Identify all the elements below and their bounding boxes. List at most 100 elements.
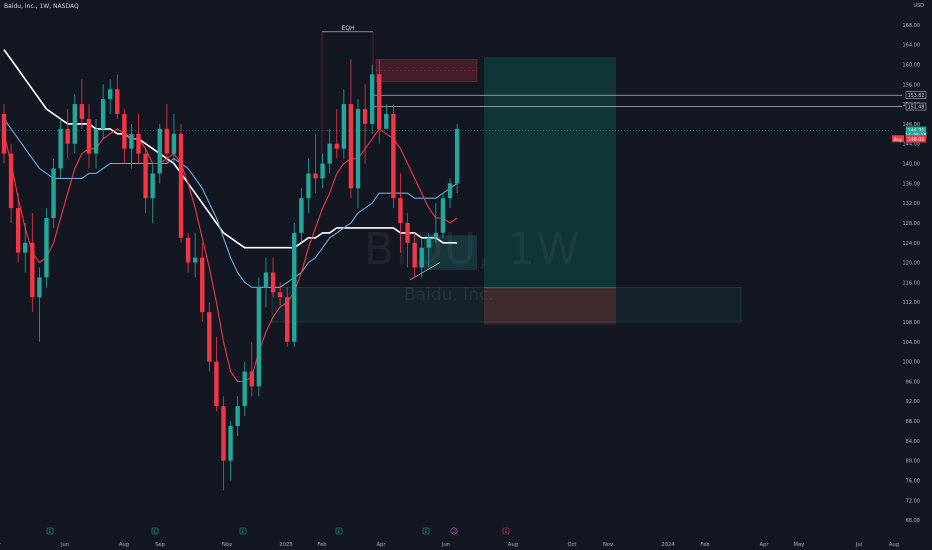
candle-body — [391, 114, 396, 199]
candle-body — [384, 114, 389, 129]
candle — [320, 153, 325, 189]
y-tick-label: 132.00 — [903, 201, 921, 207]
candle — [299, 188, 304, 243]
earnings-box — [335, 527, 343, 535]
x-tick-label: 2023 — [279, 542, 292, 548]
candle — [447, 178, 453, 209]
y-tick-label: 112.00 — [903, 300, 921, 306]
candle — [377, 59, 382, 144]
candle-body — [447, 183, 453, 199]
candle-body — [72, 104, 77, 144]
candle-body — [143, 153, 148, 199]
candle — [256, 277, 262, 397]
candle-body — [171, 133, 177, 154]
candle — [192, 232, 198, 278]
candle — [93, 118, 99, 169]
buy-marker-label: Buy — [894, 137, 903, 143]
candle — [23, 222, 28, 273]
x-tick-label: Nov — [603, 542, 613, 548]
x-tick-label: Sep — [155, 542, 165, 548]
candle — [100, 84, 106, 139]
candle-body — [398, 198, 403, 223]
candle — [228, 421, 233, 481]
candle — [185, 232, 191, 273]
symbol-title[interactable]: Baidu, Inc., 1W, NASDAQ — [4, 3, 79, 10]
candle-body — [136, 133, 141, 154]
candle-body — [200, 257, 205, 313]
y-tick-label: 116.00 — [903, 280, 921, 286]
candle-body — [15, 208, 21, 253]
y-tick-label: 140.00 — [903, 162, 921, 168]
event-glyph: E — [242, 529, 245, 534]
candle-body — [207, 312, 212, 362]
event-glyph: E — [338, 529, 341, 534]
earnings-box — [46, 527, 54, 535]
y-tick-label: 72.00 — [906, 498, 920, 504]
candle — [242, 361, 247, 417]
price-tag-bg — [905, 135, 927, 143]
candle-body — [426, 237, 431, 248]
candle — [454, 123, 460, 194]
candle-body — [185, 237, 191, 263]
candle — [362, 84, 368, 164]
candle-body — [214, 361, 219, 407]
x-tick-label: Jun — [60, 542, 69, 548]
x-tick-label: Nov — [222, 542, 232, 548]
candle-body — [228, 426, 233, 461]
candle-body — [221, 406, 226, 461]
y-tick-label: 120.00 — [903, 261, 921, 267]
candle — [51, 158, 56, 228]
company-watermark: Baidu, Inc. — [404, 285, 494, 305]
candle-body — [299, 198, 304, 233]
y-tick-label: 84.00 — [906, 439, 920, 445]
x-tick-label: Jun — [441, 542, 450, 548]
candle — [334, 109, 339, 159]
candle-body — [306, 173, 311, 199]
candle — [8, 143, 14, 223]
earnings-event-icon: D — [450, 527, 458, 535]
y-tick-label: 128.00 — [903, 221, 921, 227]
candle-body — [263, 272, 269, 288]
x-tick-label: Oct — [568, 542, 577, 548]
y-tick-label: 160.00 — [903, 62, 921, 68]
ma-mid-line — [3, 118, 458, 288]
y-tick-label: 100.00 — [903, 360, 921, 366]
candle-body — [122, 114, 127, 149]
candle — [86, 104, 92, 169]
candle-body — [362, 109, 368, 124]
eqh-label: EQH — [341, 25, 354, 32]
x-tick-label: Mar — [0, 542, 2, 548]
event-glyph: D — [452, 529, 455, 534]
candle — [178, 123, 184, 243]
candle-body — [235, 406, 240, 426]
x-tick-label: Aug — [508, 542, 518, 548]
x-tick-label: Apr — [377, 542, 387, 548]
candle-body — [412, 242, 417, 268]
candle-body — [419, 247, 424, 268]
candle-body — [348, 104, 354, 189]
candle-body — [129, 133, 134, 149]
y-tick-label: 136.00 — [903, 181, 921, 187]
candle-body — [192, 257, 198, 263]
candle-body — [440, 198, 446, 233]
candle — [398, 173, 403, 253]
price-tag-label: 151.48 — [908, 105, 925, 111]
candle-body — [292, 232, 297, 342]
x-tick-label: Jul — [855, 542, 862, 548]
earnings-event-icon: E — [46, 527, 54, 535]
candle-body — [65, 128, 70, 144]
x-tick-label: Aug — [889, 542, 899, 548]
candle — [348, 59, 354, 199]
candle — [143, 148, 148, 214]
candle — [249, 341, 254, 397]
candle-body — [256, 287, 262, 387]
stop-zone — [484, 287, 616, 325]
candle — [157, 123, 162, 184]
candle — [384, 104, 389, 129]
candle-body — [454, 128, 460, 184]
candle — [263, 257, 269, 308]
y-tick-label: 144.00 — [903, 142, 921, 148]
candle — [355, 99, 361, 209]
